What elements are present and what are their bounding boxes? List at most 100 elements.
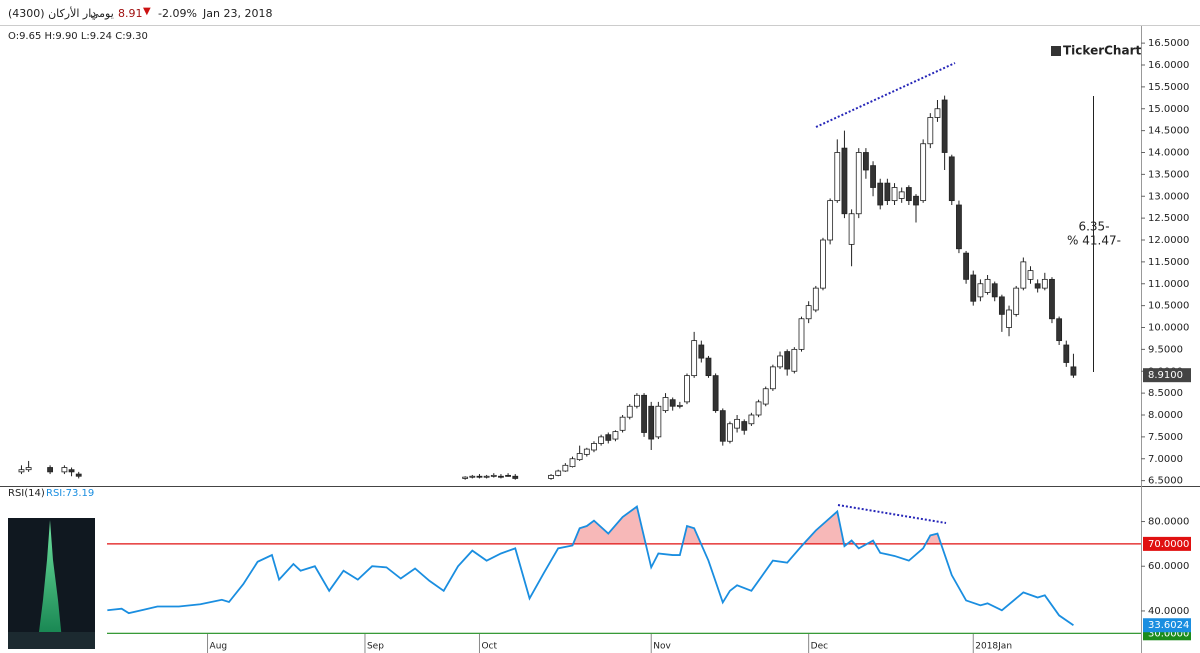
- trend-line: [815, 62, 956, 128]
- y-tick-label: 6.5000: [1148, 476, 1183, 487]
- candle-body: [741, 421, 748, 431]
- candle-body: [18, 469, 25, 473]
- candle-body: [469, 475, 476, 478]
- candle-body: [891, 187, 898, 202]
- last-price-box: [1143, 368, 1191, 383]
- y-tick-label: 14.5000: [1148, 126, 1189, 137]
- rsi-value: RSI:73.19: [46, 488, 94, 499]
- candle-body: [841, 147, 848, 215]
- candle-body: [898, 191, 905, 199]
- candle-body: [641, 394, 647, 433]
- candle-body: [605, 434, 612, 441]
- y-tick-label: 11.0000: [1148, 279, 1189, 290]
- candle-body: [612, 431, 619, 440]
- candle-body: [905, 187, 912, 202]
- y-tick-label: 16.5000: [1148, 38, 1189, 49]
- symbol-name: دار الأركان (4300): [8, 7, 97, 20]
- trend-line: [837, 504, 947, 524]
- ohlc: O:9.65 H:9.90 L:9.24 C:9.30: [8, 31, 148, 42]
- last-value-box: [1143, 618, 1191, 633]
- candle-body: [548, 474, 554, 479]
- candle-body: [712, 375, 719, 412]
- candle-body: [998, 296, 1005, 315]
- candle-body: [863, 152, 869, 171]
- candle-body: [562, 464, 569, 472]
- candle-body: [977, 283, 984, 298]
- candle-body: [827, 200, 834, 241]
- candle-body: [598, 436, 605, 444]
- candle-body: [719, 410, 726, 442]
- candle-body: [68, 469, 75, 473]
- x-tick-label: 2018Jan: [975, 642, 1012, 652]
- candle-body: [991, 283, 998, 298]
- last-value-label: 33.6024: [1148, 620, 1189, 631]
- brand-icon: [1051, 46, 1061, 56]
- y-tick-label: 7.0000: [1148, 454, 1183, 465]
- candle-body: [877, 182, 884, 206]
- level-box: [1143, 536, 1191, 551]
- candle-body: [1063, 344, 1070, 363]
- rsi-name: RSI(14): [8, 488, 45, 499]
- candle-body: [812, 287, 819, 311]
- date: Jan 23, 2018: [203, 7, 273, 20]
- candle-body: [1070, 366, 1077, 376]
- candle-body: [576, 453, 583, 461]
- y-tick-label: 60.0000: [1148, 561, 1189, 572]
- candle-body: [490, 474, 497, 477]
- candle-body: [512, 475, 519, 479]
- y-tick-label: 8.0000: [1148, 410, 1183, 421]
- candle-body: [476, 475, 483, 478]
- candle-body: [505, 474, 511, 477]
- candle-body: [820, 239, 826, 289]
- candle-body: [941, 99, 948, 153]
- candle-body: [684, 375, 690, 403]
- candle-body: [648, 405, 655, 440]
- y-tick-label: 13.0000: [1148, 191, 1189, 202]
- candle-body: [755, 401, 762, 416]
- candle-body: [1006, 309, 1012, 328]
- candle-body: [1056, 318, 1063, 342]
- candle-body: [698, 344, 705, 359]
- candle-body: [591, 443, 597, 451]
- level-label: 70.0000: [1148, 539, 1189, 550]
- y-tick-label: 10.5000: [1148, 301, 1189, 312]
- x-tick-label: Dec: [811, 642, 828, 652]
- candle-body: [734, 418, 740, 429]
- y-tick-label: 15.0000: [1148, 104, 1189, 115]
- candle-body: [956, 204, 962, 250]
- y-tick-label: 9.5000: [1148, 344, 1183, 355]
- brand: TickerChart: [1063, 44, 1141, 58]
- down-arrow: ▼: [143, 6, 151, 17]
- candle-body: [1020, 261, 1027, 289]
- candle-body: [569, 458, 576, 468]
- y-tick-label: 10.0000: [1148, 323, 1189, 334]
- candle-body: [47, 467, 53, 473]
- x-tick-label: Oct: [481, 642, 497, 652]
- candle-body: [920, 143, 927, 202]
- candle-body: [791, 348, 798, 372]
- candle-body: [913, 195, 919, 206]
- x-tick-label: Sep: [367, 642, 384, 652]
- y-tick-label: 15.5000: [1148, 82, 1189, 93]
- candle-body: [963, 252, 969, 280]
- overbought-fill: [107, 506, 1074, 544]
- y-tick-label: 7.5000: [1148, 432, 1183, 443]
- candle-body: [483, 475, 490, 478]
- y-tick-label: 12.0000: [1148, 235, 1189, 246]
- rsi-line: [107, 505, 1074, 626]
- y-tick-label: 11.5000: [1148, 257, 1189, 268]
- candle-body: [777, 355, 783, 368]
- candle-body: [583, 448, 590, 455]
- candle-body: [970, 274, 977, 302]
- candle-body: [870, 165, 876, 188]
- candle-body: [762, 388, 769, 405]
- x-tick-label: Nov: [653, 642, 671, 652]
- candle-body: [727, 423, 733, 442]
- candle-body: [25, 467, 32, 471]
- change: -2.09%: [158, 7, 197, 20]
- candle-body: [61, 467, 68, 473]
- candle-body: [662, 397, 669, 412]
- last-price-label: 8.9100: [1148, 370, 1183, 381]
